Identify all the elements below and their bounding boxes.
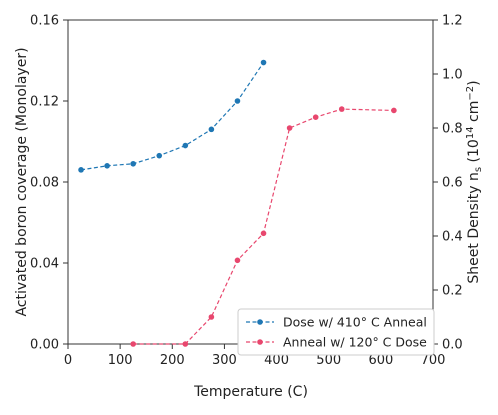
x-tick-label: 100 [108, 353, 133, 368]
data-point [234, 98, 241, 104]
legend-label-series-1: Dose w/ 410° C Anneal [283, 315, 427, 330]
right-y-tick-label: 0.2 [442, 284, 463, 299]
right-y-tick-label: 0.6 [442, 176, 463, 191]
data-point [391, 107, 397, 114]
left-y-axis-ticks: 0.00 0.04 0.08 0.12 0.16 [30, 14, 68, 353]
right-y-axis-label-unit-close: ) [466, 80, 482, 85]
series-layer [78, 59, 397, 347]
left-y-tick-label: 0.00 [30, 338, 59, 353]
legend-box [237, 308, 435, 356]
x-tick-label: 200 [160, 353, 185, 368]
data-point [78, 167, 84, 173]
axes-frame [67, 19, 434, 345]
x-tick-label: 0 [64, 353, 72, 368]
plot-area-frame [67, 19, 434, 345]
right-y-axis-label-subscript: s [473, 167, 484, 172]
data-point [130, 341, 136, 347]
left-y-tick-label: 0.08 [30, 176, 59, 191]
right-y-axis-label-unit-open: (10 [466, 139, 482, 167]
right-y-tick-label: 0.4 [442, 230, 463, 245]
right-y-tick-label: 0.8 [442, 122, 463, 137]
right-y-tick-label: 0.0 [442, 338, 463, 353]
legend-marker-series-1 [257, 319, 263, 325]
data-point [182, 341, 189, 347]
x-tick-label: 700 [421, 353, 446, 368]
left-y-tick-label: 0.04 [30, 257, 59, 272]
x-tick-label: 300 [212, 353, 237, 368]
right-y-tick-label: 1.0 [442, 68, 463, 83]
data-point [260, 59, 267, 66]
data-point [286, 125, 293, 131]
data-point [156, 152, 163, 159]
data-point [234, 257, 241, 264]
series-1 [78, 59, 267, 173]
legend-label-series-2: Anneal w/ 120° C Dose [283, 335, 427, 350]
series-line [80, 62, 265, 171]
legend-marker-series-2 [257, 339, 263, 345]
data-point [208, 126, 215, 133]
left-y-axis-label: Activated boron coverage (Monolayer) [14, 47, 30, 316]
x-tick-label: 500 [316, 353, 341, 368]
data-point [104, 163, 110, 169]
right-y-axis-label-unit-mid: cm [466, 101, 482, 127]
data-point [208, 314, 215, 320]
legend: Dose w/ 410° C Anneal Anneal w/ 120° C D… [237, 308, 435, 356]
data-point [338, 106, 345, 112]
data-point [312, 114, 319, 120]
series-2 [130, 106, 397, 347]
right-y-axis-label: Sheet Density ns (1014 cm−2) [465, 80, 484, 283]
data-point [130, 160, 136, 167]
data-point [260, 230, 267, 237]
right-y-axis-ticks: 0.0 0.2 0.4 0.6 0.8 1.0 1.2 [433, 14, 463, 353]
data-point [182, 142, 189, 149]
left-y-tick-label: 0.16 [30, 14, 59, 29]
right-y-axis-label-main: Sheet Density n [466, 172, 482, 283]
right-y-axis-label-exponent: 14 [465, 126, 476, 139]
x-axis-label: Temperature (C) [193, 384, 308, 400]
right-y-axis-label-exponent-2: −2 [465, 86, 476, 101]
right-y-tick-label: 1.2 [442, 14, 463, 29]
x-tick-label: 400 [264, 353, 289, 368]
x-tick-label: 600 [368, 353, 393, 368]
left-y-tick-label: 0.12 [30, 95, 59, 110]
